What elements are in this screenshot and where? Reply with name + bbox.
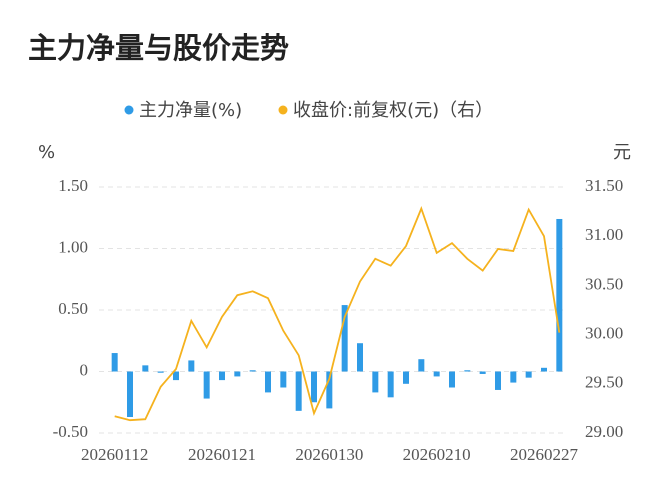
bar bbox=[464, 370, 471, 372]
bar bbox=[142, 365, 149, 372]
bar bbox=[449, 371, 455, 388]
y-tick-label: 1.00 bbox=[58, 237, 88, 256]
bar bbox=[311, 371, 317, 403]
bar bbox=[541, 367, 547, 372]
bar bbox=[495, 371, 501, 390]
y2-tick-label: 29.00 bbox=[585, 422, 623, 441]
bar bbox=[433, 371, 440, 377]
bar bbox=[234, 371, 241, 377]
y-unit: % bbox=[38, 142, 55, 163]
y2-tick-label: 29.50 bbox=[585, 373, 623, 392]
legend-label: 主力净量(%) bbox=[139, 100, 242, 121]
bar bbox=[372, 371, 379, 393]
y2-tick-label: 30.00 bbox=[585, 324, 623, 343]
y2-tick-label: 31.00 bbox=[585, 225, 623, 244]
y2-tick-label: 31.50 bbox=[585, 176, 623, 195]
chart-title: 主力净量与股价走势 bbox=[28, 31, 289, 65]
x-tick-label: 20260112 bbox=[81, 445, 148, 464]
bar bbox=[265, 371, 271, 393]
bar bbox=[280, 371, 287, 388]
bar bbox=[341, 305, 348, 372]
x-tick-label: 20260130 bbox=[295, 445, 363, 464]
bar bbox=[357, 343, 363, 372]
bar bbox=[387, 371, 394, 398]
y-tick-label: 1.50 bbox=[58, 176, 88, 195]
y-tick-label: 0.50 bbox=[58, 299, 88, 318]
bar bbox=[556, 218, 563, 372]
bar bbox=[479, 371, 486, 374]
legend-label: 收盘价:前复权(元)（右） bbox=[293, 100, 493, 121]
bar bbox=[219, 371, 225, 381]
bar bbox=[510, 371, 517, 383]
bar bbox=[525, 371, 532, 378]
bar bbox=[111, 353, 118, 372]
bar bbox=[418, 359, 425, 372]
legend-marker bbox=[278, 105, 288, 115]
bar bbox=[295, 371, 302, 411]
bar bbox=[157, 371, 164, 373]
y-tick-label: -0.50 bbox=[53, 422, 88, 441]
bar bbox=[203, 371, 210, 399]
y2-unit: 元 bbox=[613, 142, 631, 163]
bar bbox=[173, 371, 179, 381]
x-tick-label: 20260227 bbox=[510, 445, 579, 464]
bar bbox=[188, 360, 195, 372]
bar bbox=[403, 371, 409, 384]
price-line bbox=[114, 206, 561, 422]
legend-marker bbox=[124, 105, 134, 115]
bar bbox=[326, 371, 333, 409]
x-tick-label: 20260210 bbox=[403, 445, 471, 464]
bar bbox=[127, 371, 133, 418]
x-tick-label: 20260121 bbox=[188, 445, 256, 464]
bar bbox=[249, 370, 256, 372]
y2-tick-label: 30.50 bbox=[585, 274, 623, 293]
y-tick-label: 0 bbox=[80, 360, 89, 379]
